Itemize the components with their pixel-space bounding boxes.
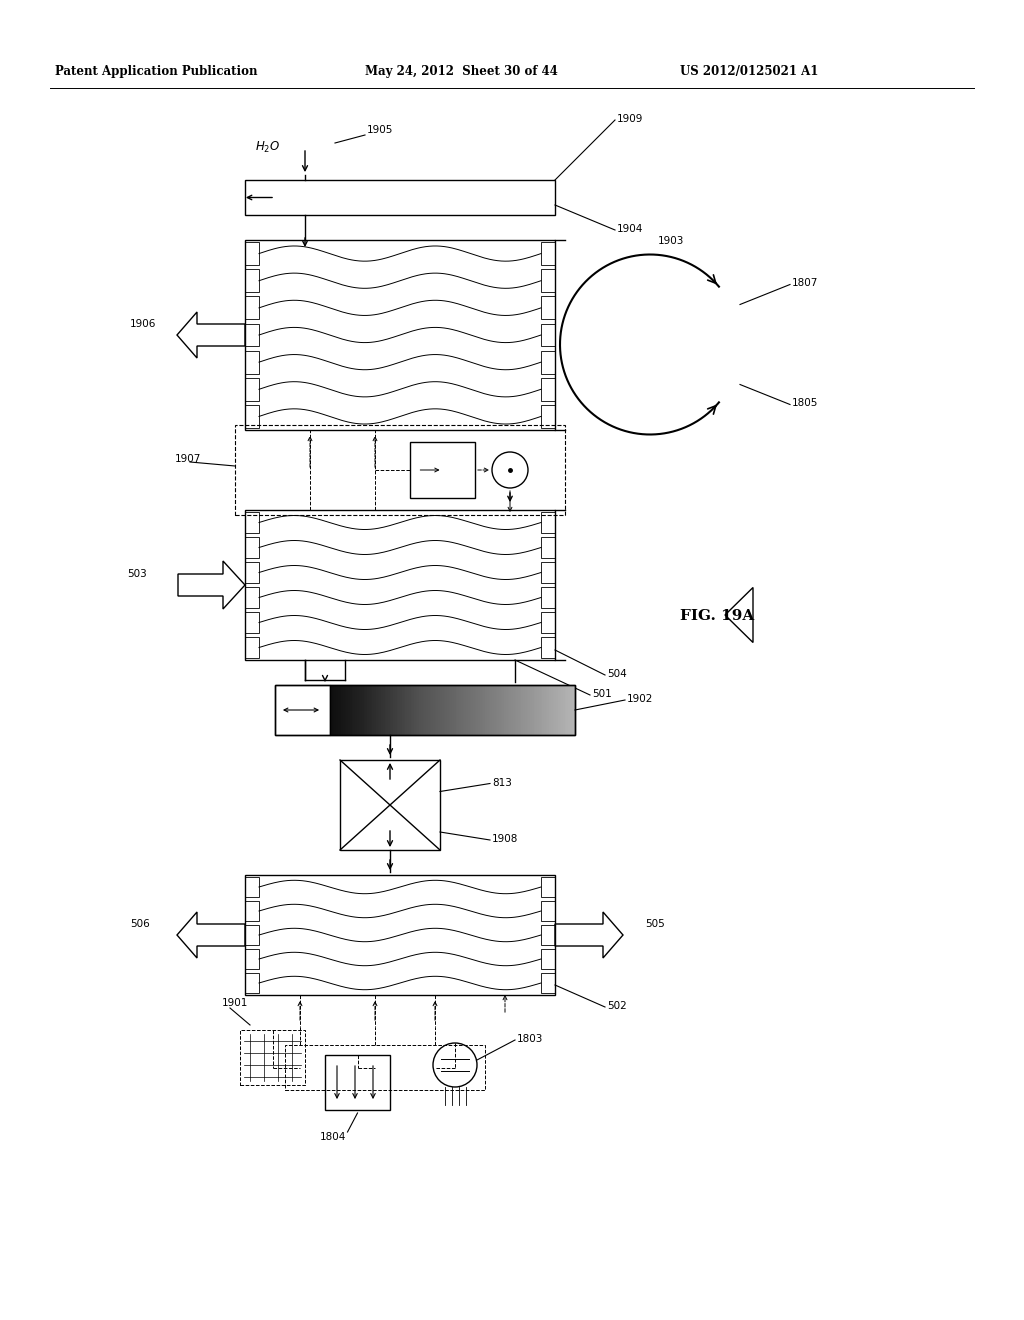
Bar xyxy=(245,512,259,533)
Bar xyxy=(240,1030,305,1085)
Bar xyxy=(541,973,555,993)
Bar xyxy=(245,902,259,921)
Text: US 2012/0125021 A1: US 2012/0125021 A1 xyxy=(680,66,818,78)
Text: 1807: 1807 xyxy=(792,279,818,289)
Bar xyxy=(541,537,555,558)
Bar xyxy=(234,425,565,515)
Bar xyxy=(325,1055,390,1110)
Text: May 24, 2012  Sheet 30 of 44: May 24, 2012 Sheet 30 of 44 xyxy=(365,66,558,78)
Text: 505: 505 xyxy=(645,919,665,929)
Bar xyxy=(340,760,440,850)
Text: 1905: 1905 xyxy=(367,125,393,135)
Bar xyxy=(285,1045,485,1090)
Text: 1904: 1904 xyxy=(617,224,643,234)
Text: 504: 504 xyxy=(607,669,627,678)
Bar xyxy=(245,587,259,609)
Text: 1907: 1907 xyxy=(175,454,202,465)
Bar xyxy=(245,405,259,428)
Text: Patent Application Publication: Patent Application Publication xyxy=(55,66,257,78)
Bar xyxy=(245,537,259,558)
Bar xyxy=(541,512,555,533)
Bar xyxy=(275,685,330,735)
Bar xyxy=(245,378,259,401)
Text: 1909: 1909 xyxy=(617,114,643,124)
Text: 1908: 1908 xyxy=(492,834,518,843)
Bar xyxy=(541,405,555,428)
Bar xyxy=(245,973,259,993)
Bar xyxy=(330,685,575,735)
Bar xyxy=(541,297,555,319)
Bar xyxy=(541,587,555,609)
Bar xyxy=(245,638,259,657)
Text: 1805: 1805 xyxy=(792,399,818,408)
Bar xyxy=(245,925,259,945)
Bar xyxy=(245,612,259,634)
Text: 501: 501 xyxy=(592,689,611,700)
Text: 813: 813 xyxy=(492,777,512,788)
Bar xyxy=(245,562,259,583)
Text: 1906: 1906 xyxy=(130,319,157,329)
Text: 1803: 1803 xyxy=(517,1034,544,1044)
Text: 506: 506 xyxy=(130,919,150,929)
Bar xyxy=(245,297,259,319)
Bar xyxy=(245,351,259,374)
Bar xyxy=(410,442,475,498)
Bar xyxy=(541,323,555,346)
Text: 1901: 1901 xyxy=(222,998,249,1008)
Bar xyxy=(245,323,259,346)
Bar xyxy=(541,638,555,657)
Bar xyxy=(541,612,555,634)
Text: 1902: 1902 xyxy=(627,694,653,704)
Bar xyxy=(541,949,555,969)
Bar xyxy=(541,902,555,921)
Bar xyxy=(541,925,555,945)
Text: 502: 502 xyxy=(607,1001,627,1011)
Bar xyxy=(245,949,259,969)
Bar xyxy=(245,242,259,265)
Bar xyxy=(541,269,555,292)
Text: 1804: 1804 xyxy=(319,1133,346,1142)
Text: FIG. 19A: FIG. 19A xyxy=(680,609,755,623)
Bar xyxy=(245,269,259,292)
Text: 1903: 1903 xyxy=(658,236,684,247)
Bar xyxy=(245,875,555,995)
Bar xyxy=(541,562,555,583)
Bar xyxy=(541,351,555,374)
Text: $H_2O$: $H_2O$ xyxy=(255,140,281,154)
Bar xyxy=(275,685,575,735)
Bar xyxy=(541,876,555,898)
Bar xyxy=(245,180,555,215)
Bar xyxy=(245,510,555,660)
Bar xyxy=(245,240,555,430)
Bar xyxy=(541,242,555,265)
Text: 503: 503 xyxy=(127,569,146,579)
Bar xyxy=(541,378,555,401)
Bar xyxy=(245,876,259,898)
